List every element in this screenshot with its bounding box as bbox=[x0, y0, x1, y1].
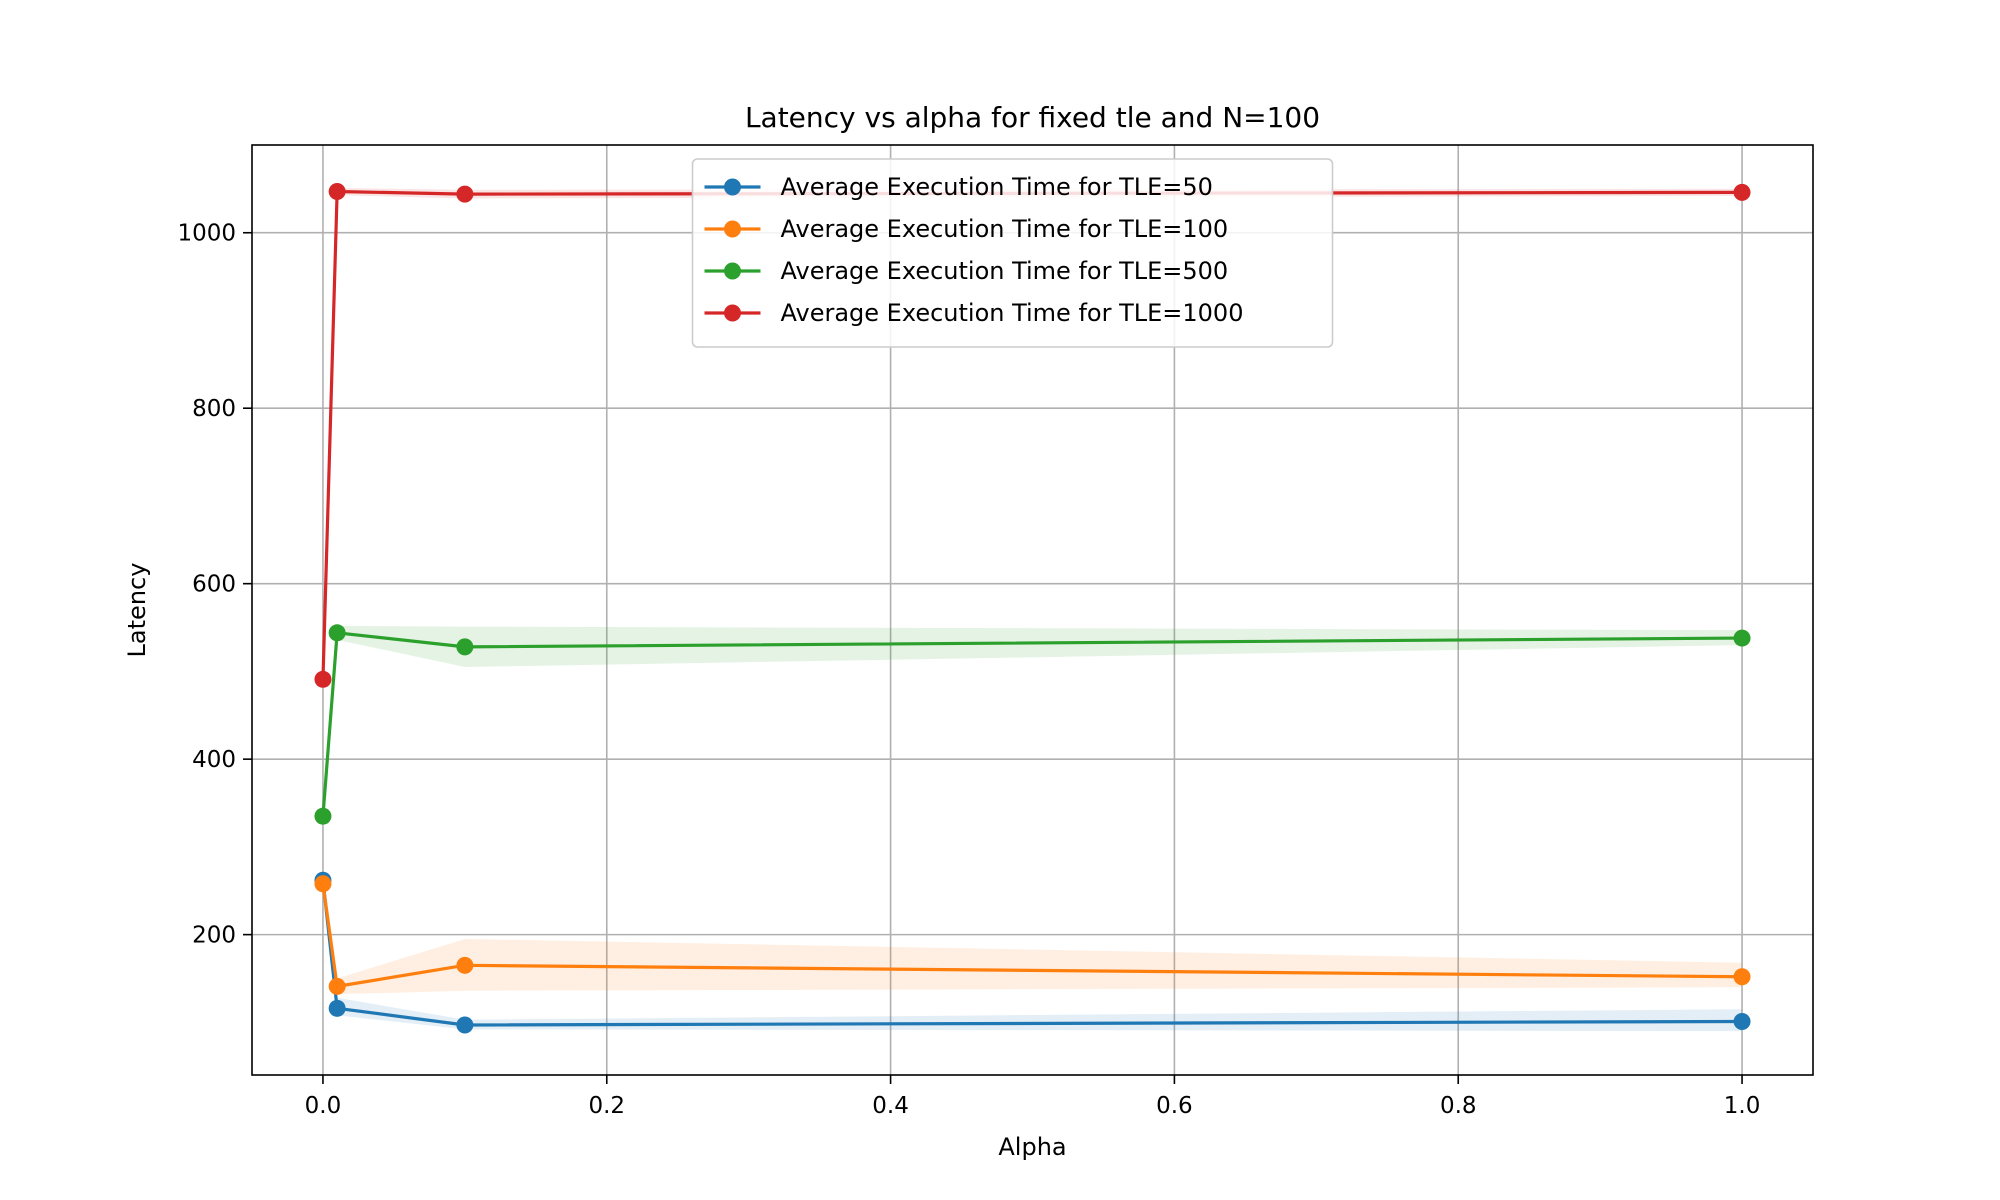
y-tick-label: 400 bbox=[192, 747, 236, 773]
series-4-point bbox=[456, 185, 474, 203]
series-3-line bbox=[321, 631, 1743, 817]
legend-marker bbox=[724, 220, 741, 238]
legend-marker bbox=[724, 262, 741, 280]
legend: Average Execution Time for TLE=50 Average… bbox=[691, 158, 1334, 348]
legend-box bbox=[691, 158, 1334, 348]
y-axis-label: Latency bbox=[123, 563, 151, 658]
legend-marker bbox=[724, 178, 741, 196]
series-4-point bbox=[1733, 183, 1751, 201]
series-2-point bbox=[456, 956, 474, 974]
series-4-point bbox=[328, 183, 346, 200]
legend-label: Average Execution Time for TLE=500 bbox=[781, 257, 1229, 285]
series-4-point bbox=[314, 670, 332, 688]
series-1-point bbox=[328, 999, 346, 1017]
y-tick-label: 200 bbox=[192, 923, 236, 949]
series-3-point bbox=[314, 807, 332, 825]
series-1-band bbox=[322, 874, 1743, 1032]
x-tick-label: 0.6 bbox=[1156, 1093, 1193, 1119]
x-tick-label: 0.4 bbox=[872, 1093, 909, 1119]
legend-label: Average Execution Time for TLE=50 bbox=[781, 173, 1213, 201]
series-1-point bbox=[1733, 1012, 1751, 1030]
y-tick-label: 800 bbox=[192, 396, 236, 422]
chart-title: Latency vs alpha for fixed tle and N=100 bbox=[745, 101, 1320, 134]
x-axis-label: Alpha bbox=[998, 1133, 1066, 1161]
plot-frame bbox=[251, 144, 1814, 1076]
series-2-point bbox=[328, 977, 346, 995]
series-3-point bbox=[328, 624, 346, 642]
y-tick-label: 1000 bbox=[177, 221, 236, 247]
legend-label: Average Execution Time for TLE=100 bbox=[781, 215, 1229, 243]
series-2-line bbox=[321, 883, 1743, 988]
series-3-point bbox=[456, 638, 474, 656]
x-tick-label: 1.0 bbox=[1724, 1093, 1761, 1119]
y-tick-label: 600 bbox=[192, 572, 236, 598]
legend-label: Average Execution Time for TLE=1000 bbox=[781, 299, 1244, 327]
x-tick-label: 0.2 bbox=[588, 1093, 625, 1119]
x-tick-label: 0.0 bbox=[305, 1093, 342, 1119]
series-3-point bbox=[1733, 629, 1751, 647]
x-tick-label: 0.8 bbox=[1440, 1093, 1477, 1119]
series-markers bbox=[314, 183, 1751, 1034]
series-2-point bbox=[1733, 968, 1751, 986]
axis-ticks: 0.0 0.2 0.4 0.6 0.8 1.0 200 400 600 800 1000 bbox=[177, 221, 1760, 1119]
series-2-point bbox=[314, 875, 332, 893]
series-1-point bbox=[456, 1016, 474, 1034]
legend-marker bbox=[724, 304, 741, 322]
